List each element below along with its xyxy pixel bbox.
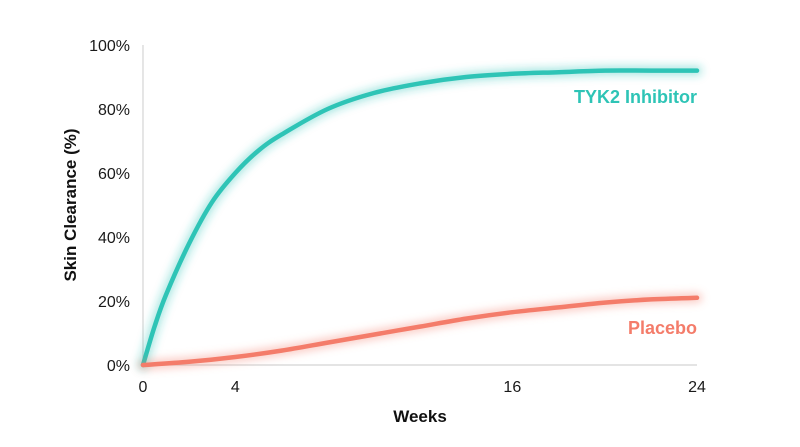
- y-tick-label: 20%: [98, 294, 130, 311]
- y-tick-label: 0%: [107, 358, 130, 375]
- x-tick-labels: 0 4 16 24: [139, 379, 706, 396]
- series-glow-placebo: [137, 292, 703, 371]
- x-tick-label: 4: [231, 379, 240, 396]
- y-axis-title: Skin Clearance (%): [61, 128, 80, 281]
- series-line-tyk2-inhibitor: [140, 68, 700, 368]
- series-layer: [137, 64, 703, 371]
- y-tick-labels: 0% 20% 40% 60% 80% 100%: [89, 38, 130, 375]
- y-tick-label: 60%: [98, 166, 130, 183]
- y-tick-label: 100%: [89, 38, 130, 55]
- series-line-placebo: [140, 295, 700, 368]
- y-tick-label: 80%: [98, 102, 130, 119]
- x-tick-label: 16: [503, 379, 521, 396]
- x-tick-label: 0: [139, 379, 148, 396]
- series-placebo: [137, 292, 703, 371]
- series-glow-tyk2-inhibitor: [137, 64, 703, 371]
- x-tick-label: 24: [688, 379, 706, 396]
- series-label-placebo: Placebo: [628, 318, 697, 338]
- series-label-tyk2-inhibitor: TYK2 Inhibitor: [574, 87, 697, 107]
- chart-axes: [142, 45, 697, 366]
- x-axis-title: Weeks: [393, 407, 447, 426]
- y-tick-label: 40%: [98, 230, 130, 247]
- series-tyk2-inhibitor: [137, 64, 703, 371]
